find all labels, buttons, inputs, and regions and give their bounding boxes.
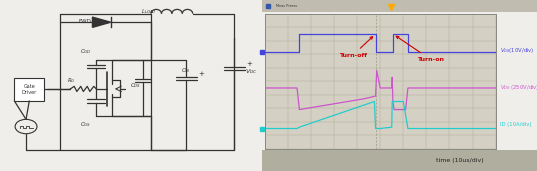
FancyBboxPatch shape: [262, 0, 537, 12]
Text: $C_{GD}$: $C_{GD}$: [80, 48, 92, 56]
Text: +: +: [246, 61, 252, 67]
Polygon shape: [92, 17, 111, 27]
Text: $V_{DC}$: $V_{DC}$: [245, 67, 258, 76]
Text: time (10us/div): time (10us/div): [437, 158, 484, 163]
Text: +: +: [198, 71, 204, 77]
Text: $V_{GS}$(10V/div): $V_{GS}$(10V/div): [500, 46, 535, 55]
Text: Turn-off: Turn-off: [339, 37, 373, 58]
Text: FWD: FWD: [78, 19, 91, 24]
Text: $V_{DS}$ (250V/div): $V_{DS}$ (250V/div): [500, 83, 537, 93]
FancyBboxPatch shape: [14, 78, 44, 101]
Text: Turn-on: Turn-on: [396, 36, 444, 62]
Text: $L_{LOAD}$: $L_{LOAD}$: [141, 7, 156, 16]
Text: $C_{DS}$: $C_{DS}$: [130, 81, 141, 90]
Text: $R_G$: $R_G$: [67, 76, 76, 85]
Text: Meas Prerss: Meas Prerss: [276, 4, 297, 8]
Text: ID (10A/div): ID (10A/div): [500, 122, 532, 127]
FancyBboxPatch shape: [262, 150, 537, 171]
Text: $C_{GS}$: $C_{GS}$: [81, 120, 91, 129]
Text: Gate
Driver: Gate Driver: [21, 84, 37, 95]
Text: $C_{IN}$: $C_{IN}$: [182, 66, 191, 75]
